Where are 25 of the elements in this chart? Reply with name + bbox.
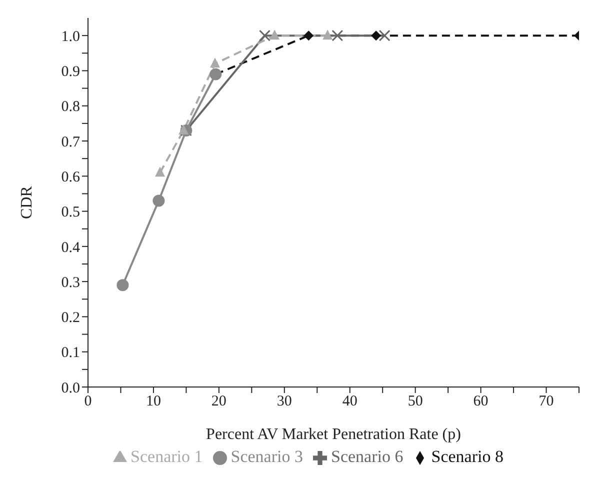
y-tick-label: 0.0 bbox=[61, 380, 80, 396]
x-tick-label: 10 bbox=[146, 394, 161, 410]
y-tick-label: 0.8 bbox=[61, 99, 80, 116]
legend-label: Scenario 1 bbox=[130, 447, 203, 466]
y-tick-label: 1.0 bbox=[61, 28, 80, 45]
y-tick-label: 0.3 bbox=[61, 274, 80, 291]
y-tick-label: 0.7 bbox=[61, 134, 80, 150]
x-tick-label: 60 bbox=[473, 394, 488, 410]
x-axis-title: Percent AV Market Penetration Rate (p) bbox=[206, 426, 461, 443]
y-tick-label: 0.2 bbox=[61, 310, 80, 326]
x-tick-label: 40 bbox=[342, 394, 358, 410]
x-tick-label: 30 bbox=[276, 394, 292, 410]
x-tick-label: 50 bbox=[408, 394, 423, 410]
y-tick-label: 0.6 bbox=[61, 169, 80, 186]
y-tick-label: 0.5 bbox=[61, 204, 80, 221]
y-tick-label: 0.9 bbox=[61, 64, 80, 80]
y-axis-title: CDR bbox=[18, 186, 36, 219]
legend-label: Scenario 6 bbox=[331, 447, 404, 466]
x-tick-label: 20 bbox=[211, 394, 226, 410]
legend-label: Scenario 8 bbox=[431, 447, 504, 466]
y-tick-label: 0.4 bbox=[61, 240, 80, 256]
legend-label: Scenario 3 bbox=[230, 447, 303, 466]
x-tick-label: 0 bbox=[84, 394, 92, 410]
y-tick-label: 0.1 bbox=[61, 345, 80, 362]
x-tick-label: 70 bbox=[538, 394, 554, 410]
